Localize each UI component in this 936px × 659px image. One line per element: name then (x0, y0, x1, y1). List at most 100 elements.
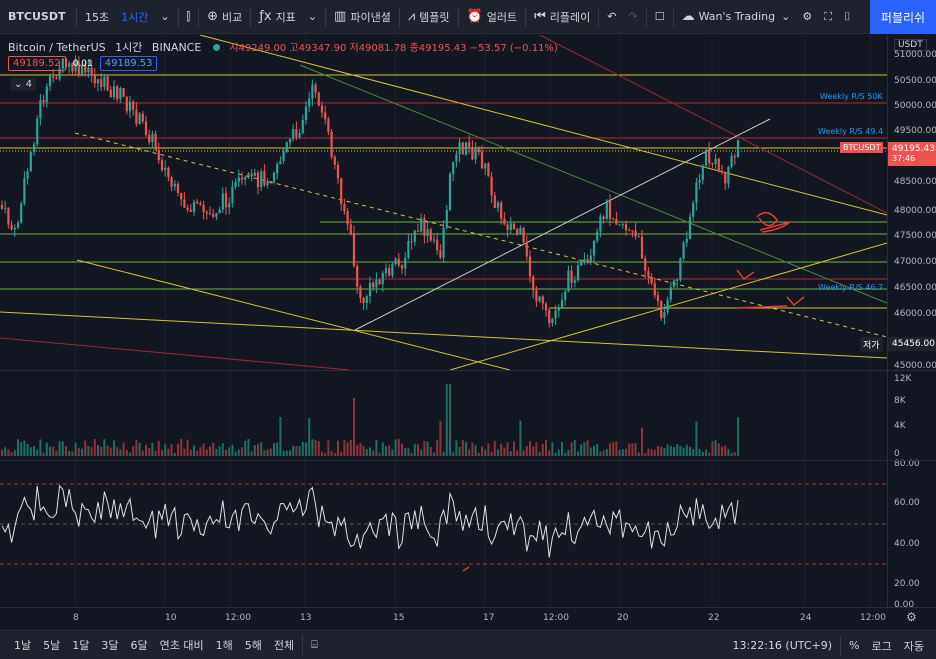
alert-button[interactable]: ⏰ 얼러트 (461, 0, 524, 34)
range-1y[interactable]: 1해 (215, 639, 233, 652)
layout-name-button[interactable]: ☁ Wan's Trading ⌄ (676, 0, 797, 34)
trend-line[interactable] (0, 311, 887, 359)
volume-bar (244, 440, 247, 456)
clock-timezone[interactable]: 13:22:16 (UTC+9) (732, 639, 833, 652)
candle-body (724, 171, 727, 184)
volume-bar (599, 451, 602, 456)
volume-bar (487, 443, 490, 456)
pane-divider[interactable] (0, 370, 936, 371)
settings-gear-icon[interactable]: ⚙ (906, 610, 917, 624)
volume-bar (410, 452, 413, 456)
candle-body (336, 164, 340, 179)
candle-body (701, 165, 704, 181)
check-mark-drawing[interactable] (786, 296, 805, 307)
trend-line[interactable] (299, 64, 887, 304)
camera-icon[interactable]: ⌷ (843, 9, 851, 23)
candle-body (58, 68, 61, 80)
range-all[interactable]: 전체 (273, 639, 295, 652)
range-1d[interactable]: 1날 (14, 639, 32, 652)
auto-toggle[interactable]: 자동 (903, 639, 924, 653)
candle-body (87, 67, 90, 73)
candle-body (480, 152, 484, 169)
volume-bar (519, 420, 522, 456)
candle-body (135, 109, 138, 124)
chart-type-candles-icon[interactable]: ⫿ (186, 9, 191, 23)
layout-icon[interactable]: ☐ (654, 10, 665, 23)
volume-bar (196, 450, 199, 456)
candle-body (218, 209, 221, 214)
hand-drawing[interactable] (462, 566, 470, 572)
trend-line[interactable] (354, 118, 771, 331)
time-tick: 12:00 (860, 613, 886, 623)
indicators-collapse-button[interactable]: ⌄ 4 (10, 78, 36, 91)
range-1m[interactable]: 1달 (72, 639, 90, 652)
volume-bar (276, 442, 279, 456)
annotation-weekly-494[interactable]: Weekly R/S 49.4 (818, 127, 883, 136)
indicators-button[interactable]: ƒx 지표 (253, 0, 302, 34)
candle-body (682, 242, 685, 259)
volume-bar (551, 442, 554, 456)
fullscreen-icon[interactable]: ⛶ (824, 9, 832, 23)
range-ytd[interactable]: 연초 대비 (159, 639, 204, 652)
range-3m[interactable]: 3달 (101, 639, 119, 652)
candle-body (397, 258, 400, 266)
volume-bar (55, 450, 58, 456)
redo-icon[interactable]: ↷ (628, 10, 638, 23)
candle-body (727, 166, 730, 184)
volume-bar (522, 450, 525, 456)
candle-body (29, 151, 32, 172)
candle-body (442, 227, 445, 258)
trend-line[interactable] (76, 259, 511, 371)
candle-body (621, 224, 624, 226)
candle-body (372, 282, 375, 288)
dashed-trend-line[interactable] (74, 132, 887, 338)
interval-dropdown-chevron-icon[interactable]: ⌄ (160, 10, 170, 23)
interval-15s[interactable]: 15초 (85, 10, 110, 24)
range-5d[interactable]: 5날 (43, 639, 61, 652)
log-toggle[interactable]: 로그 (871, 639, 892, 653)
candle-body (391, 264, 394, 276)
replay-button[interactable]: ⏮ 리플레이 (528, 0, 596, 34)
annotation-weekly-50k[interactable]: Weekly R/S 50K (820, 92, 883, 101)
settings-gear-icon[interactable]: ⚙ (802, 10, 813, 23)
divider (76, 6, 77, 27)
check-mark-drawing[interactable] (736, 269, 755, 281)
percent-toggle[interactable]: % (849, 639, 860, 652)
trend-line[interactable] (199, 35, 887, 216)
candle-body (439, 250, 442, 258)
range-5y[interactable]: 5해 (244, 639, 262, 652)
price-axis[interactable]: USDT 51000.00 50500.00 50000.00 49500.00… (887, 35, 936, 610)
indicators-chevron-icon[interactable]: ⌄ (307, 10, 318, 23)
symbol-search[interactable]: BTCUSDT (8, 10, 66, 23)
volume-bar (711, 441, 714, 456)
hand-drawing[interactable] (756, 211, 791, 233)
chart-canvas[interactable]: Weekly R/S 50K Weekly R/S 49.4 Weekly R/… (0, 35, 887, 607)
low-label-tag: 저가 (860, 337, 883, 352)
hand-drawing[interactable] (736, 305, 788, 309)
legend-title[interactable]: Bitcoin / TetherUS (8, 41, 106, 54)
templates-button[interactable]: ⩘ 템플릿 (402, 0, 456, 34)
volume-bar (455, 440, 458, 456)
pane-divider[interactable] (0, 460, 936, 461)
date-range-icon[interactable]: ⌸ (311, 638, 318, 651)
volume-bar (23, 440, 26, 456)
annotation-weekly-467[interactable]: Weekly R/S 46.7 (818, 283, 883, 292)
candle-body (669, 287, 672, 300)
interval-1h[interactable]: 1시간 (121, 10, 149, 24)
buy-price-button[interactable]: 49189.53 (99, 56, 158, 71)
rewind-icon: ⏮ (534, 9, 546, 24)
trend-line[interactable] (539, 35, 887, 214)
candle-body (234, 182, 237, 187)
trend-line[interactable] (0, 337, 351, 371)
undo-icon[interactable]: ↶ (607, 10, 617, 23)
time-axis[interactable]: 8 10 12:00 13 15 17 12:00 20 22 24 12:00… (0, 607, 936, 629)
layout-chevron-icon: ⌄ (781, 10, 791, 23)
price-tick: 50000.00 (894, 101, 936, 111)
currency-label[interactable]: USDT (894, 39, 927, 51)
compare-button[interactable]: ⊕ 비교 (201, 0, 248, 34)
range-6m[interactable]: 6달 (130, 639, 148, 652)
sell-price-button[interactable]: 49189.52 (8, 56, 66, 71)
financials-button[interactable]: ▥ 파이낸셜 (328, 0, 397, 34)
publish-button[interactable]: 퍼블리쉬 (870, 0, 936, 34)
volume-bar (285, 450, 288, 456)
